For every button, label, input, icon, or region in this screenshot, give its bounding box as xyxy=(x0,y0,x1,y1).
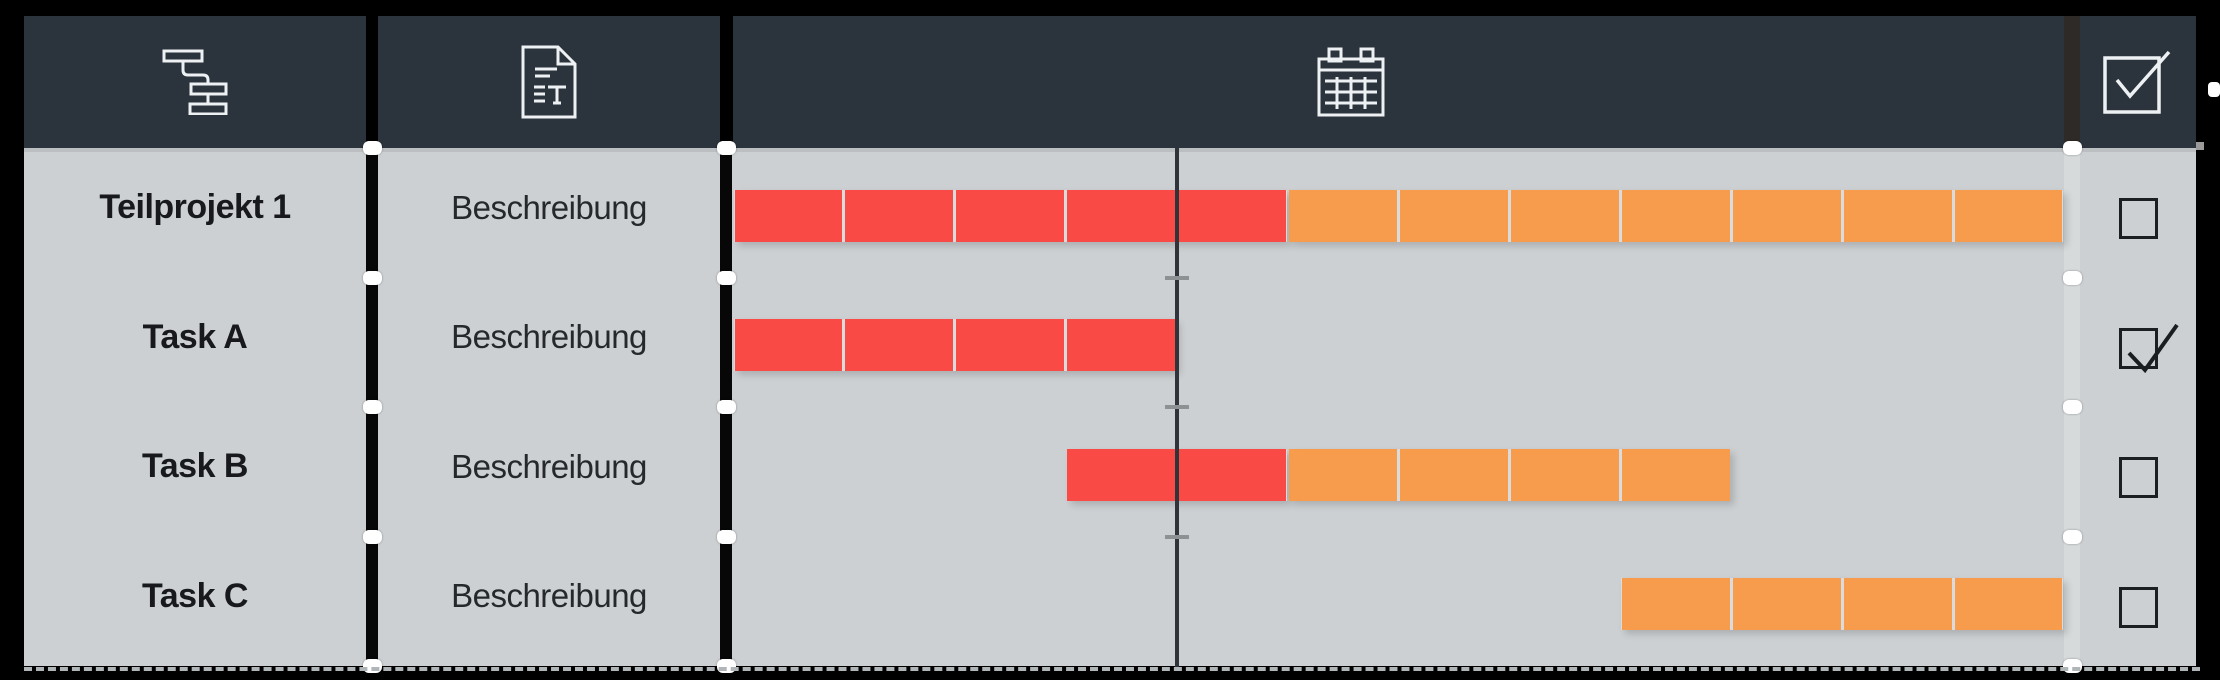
gantt-bar-segment-red[interactable] xyxy=(734,189,843,242)
wbs-hierarchy-icon xyxy=(162,49,228,115)
header-cell-description[interactable] xyxy=(378,16,720,148)
gantt-bar-segment-orange[interactable] xyxy=(1621,578,1730,631)
task-description-cell[interactable]: Beschreibung xyxy=(378,278,720,408)
gantt-bar-segment-orange[interactable] xyxy=(1621,448,1730,501)
header-drop-shadow xyxy=(24,148,2196,152)
gantt-bar[interactable] xyxy=(1288,448,1731,501)
task-description-label: Beschreibung xyxy=(451,318,647,356)
table-corner-nub[interactable] xyxy=(2196,142,2204,150)
task-description-cell[interactable]: Beschreibung xyxy=(378,537,720,667)
border-selection-handle[interactable] xyxy=(362,400,382,414)
task-description-cell[interactable]: Beschreibung xyxy=(378,148,720,278)
task-description-label: Beschreibung xyxy=(451,577,647,615)
table-right-middle-handle[interactable] xyxy=(2208,82,2220,97)
task-name-label: Teilprojekt 1 xyxy=(99,188,291,227)
border-selection-handle[interactable] xyxy=(2062,400,2082,414)
gantt-bar-segment-red[interactable] xyxy=(1178,448,1287,501)
task-name-label: Task B xyxy=(142,447,248,486)
gantt-bar-segment-orange[interactable] xyxy=(1510,448,1619,501)
done-checkbox[interactable] xyxy=(2119,198,2158,239)
gantt-bar[interactable] xyxy=(734,319,1176,372)
border-selection-handle[interactable] xyxy=(716,270,736,285)
done-checkbox[interactable] xyxy=(2119,323,2179,373)
gantt-bar-segment-red[interactable] xyxy=(845,189,954,242)
gantt-bar-segment-red[interactable] xyxy=(845,319,954,372)
border-selection-handle[interactable] xyxy=(362,141,382,155)
border-selection-handle[interactable] xyxy=(2062,270,2082,285)
header-cell-task[interactable] xyxy=(24,16,366,148)
done-checkbox[interactable] xyxy=(2119,586,2158,628)
document-text-icon xyxy=(521,45,577,119)
today-line-tick xyxy=(1164,405,1189,409)
task-name-label: Task C xyxy=(142,576,248,615)
gantt-bar-segment-orange[interactable] xyxy=(1621,189,1730,242)
gantt-bar-segment-red[interactable] xyxy=(1067,448,1176,501)
gantt-bar-segment-orange[interactable] xyxy=(1732,578,1841,631)
gantt-bar-segment-orange[interactable] xyxy=(1954,189,2063,242)
border-selection-handle[interactable] xyxy=(716,529,736,544)
gantt-bar-segment-orange[interactable] xyxy=(1732,189,1841,242)
gantt-bar-segment-orange[interactable] xyxy=(1399,189,1508,242)
gantt-bar-segment-red[interactable] xyxy=(1067,319,1176,372)
gantt-bar-segment-red[interactable] xyxy=(1178,189,1287,242)
border-selection-handle[interactable] xyxy=(362,270,382,285)
header-cell-done[interactable] xyxy=(2080,16,2196,148)
header-column-gap xyxy=(2064,16,2080,148)
today-line-tick xyxy=(1164,275,1189,280)
gantt-bar[interactable] xyxy=(1288,189,2063,242)
done-checkbox[interactable] xyxy=(2119,457,2158,498)
border-selection-handle[interactable] xyxy=(716,400,736,414)
gantt-bar-segment-orange[interactable] xyxy=(1289,189,1397,242)
gantt-bar-segment-red[interactable] xyxy=(956,189,1065,242)
task-name-cell[interactable]: Teilprojekt 1 xyxy=(24,148,366,278)
gantt-bar-segment-red[interactable] xyxy=(734,319,843,372)
calendar-icon xyxy=(1317,47,1385,117)
gantt-bar-segment-red[interactable] xyxy=(1067,189,1176,242)
gantt-bar[interactable] xyxy=(734,189,1287,242)
task-description-label: Beschreibung xyxy=(451,188,647,226)
gantt-bar-segment-orange[interactable] xyxy=(1289,448,1397,501)
border-selection-handle[interactable] xyxy=(2062,141,2082,155)
today-line-tick xyxy=(1164,534,1189,539)
gantt-bar-segment-orange[interactable] xyxy=(1843,189,1952,242)
task-description-label: Beschreibung xyxy=(451,447,647,485)
header-cell-timeline[interactable] xyxy=(733,16,2064,148)
task-name-cell[interactable]: Task A xyxy=(24,278,366,408)
gantt-bar[interactable] xyxy=(1621,578,2063,631)
task-description-cell[interactable]: Beschreibung xyxy=(378,407,720,537)
selection-dashed-border-bottom xyxy=(24,667,2200,671)
task-name-label: Task A xyxy=(142,317,248,356)
border-selection-handle[interactable] xyxy=(2062,529,2082,544)
check-mark-icon xyxy=(2127,323,2179,373)
border-selection-handle[interactable] xyxy=(716,141,736,155)
border-selection-handle[interactable] xyxy=(362,529,382,544)
gantt-bar-segment-red[interactable] xyxy=(956,319,1065,372)
gantt-bar-segment-orange[interactable] xyxy=(1843,578,1952,631)
task-name-cell[interactable]: Task C xyxy=(24,537,366,667)
gantt-bar-segment-orange[interactable] xyxy=(1510,189,1619,242)
gantt-bar-segment-orange[interactable] xyxy=(1399,448,1508,501)
gantt-bar-segment-orange[interactable] xyxy=(1954,578,2063,631)
task-name-cell[interactable]: Task B xyxy=(24,407,366,537)
checkbox-checked-icon xyxy=(2103,50,2171,114)
